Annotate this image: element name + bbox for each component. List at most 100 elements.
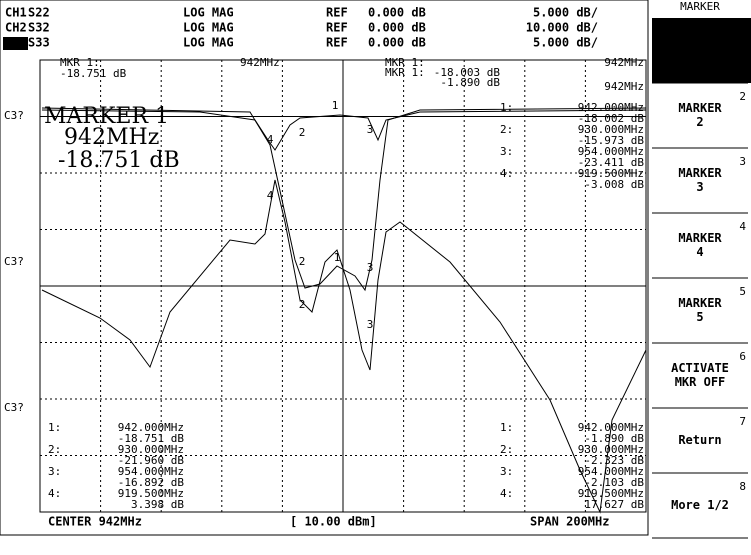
marker-freq: 942MHz — [604, 56, 644, 69]
marker-freq: 930.000MHz — [578, 443, 644, 456]
active-marker-freq: 942MHz — [64, 125, 159, 150]
active-channel-highlight — [3, 37, 28, 50]
marker-flag: 3 — [367, 261, 374, 274]
softkey-label[interactable]: 4 — [696, 245, 703, 259]
header-param: S32 — [28, 21, 50, 35]
marker-freq: 942.000MHz — [118, 421, 184, 434]
header-param: S22 — [28, 6, 50, 20]
softkey-label[interactable]: MARKER — [678, 231, 722, 245]
marker-level: -16.892 dB — [118, 476, 185, 489]
marker-num: 1: — [500, 421, 513, 434]
active-marker-name: MARKER 1 — [44, 104, 169, 129]
marker-num: 4: — [500, 487, 513, 500]
source-power: [ 10.00 dBm] — [290, 515, 377, 529]
marker-freq: 942MHz — [604, 80, 644, 93]
marker-num: 3: — [48, 465, 61, 478]
header-format: LOG MAG — [183, 21, 234, 35]
header-ref_label: REF — [326, 6, 348, 20]
trace — [41, 179, 647, 514]
header-ch: CH2 — [5, 21, 27, 35]
marker-freq: 954.000MHz — [578, 145, 644, 158]
softkey-label[interactable]: MARKER — [678, 101, 722, 115]
softkey-label[interactable]: 5 — [696, 310, 703, 324]
marker-num: 4: — [48, 487, 61, 500]
softkey-label[interactable]: Return — [678, 433, 721, 447]
marker-num: 1: — [48, 421, 61, 434]
softkey-label[interactable]: MARKER — [678, 166, 722, 180]
marker-freq: 930.000MHz — [118, 443, 184, 456]
marker-level: 3.398 dB — [131, 498, 184, 511]
active-marker-level: -18.751 dB — [58, 148, 180, 173]
marker-flag: 4 — [267, 189, 274, 202]
softkey-number: 3 — [739, 155, 746, 168]
marker-level: 17.627 dB — [584, 498, 644, 511]
span: SPAN 200MHz — [530, 515, 609, 529]
marker-num: 1: — [500, 101, 513, 114]
marker-num: 2: — [48, 443, 61, 456]
marker-label: MKR 1: — [385, 56, 425, 69]
softkey-number: 7 — [739, 415, 746, 428]
softkey-label[interactable]: MKR OFF — [675, 375, 726, 389]
softkey-label[interactable]: 3 — [696, 180, 703, 194]
marker-level: -2.103 dB — [584, 476, 644, 489]
marker-flag: 2 — [299, 126, 306, 139]
softkey-number: 4 — [739, 220, 746, 233]
marker-level: -1.890 dB — [584, 432, 644, 445]
marker-level: -18.002 dB — [578, 112, 645, 125]
marker-freq: 930.000MHz — [578, 123, 644, 136]
softkey-title: MARKER — [680, 0, 720, 13]
header-scale: 10.000 dB/ — [526, 21, 598, 35]
marker-flag: 1 — [334, 251, 341, 264]
softkey-highlight — [652, 18, 751, 83]
header-ch: CH1 — [5, 6, 27, 20]
marker-freq: 919.500MHz — [118, 487, 184, 500]
header-ch: CH4 — [5, 36, 27, 50]
header-scale: 5.000 dB/ — [533, 6, 598, 20]
marker-flag: 1 — [332, 99, 339, 112]
softkey-label[interactable]: ACTIVATE — [671, 361, 729, 375]
marker-flag: 3 — [367, 318, 374, 331]
softkey-number: 8 — [739, 480, 746, 493]
marker-freq: 942MHz — [240, 56, 280, 69]
marker-flag: 3 — [367, 123, 374, 136]
softkey-label[interactable]: More 1/2 — [671, 498, 729, 512]
marker-freq: 919.500MHz — [578, 487, 644, 500]
marker-level: -18.751 dB — [60, 67, 127, 80]
header-param: S33 — [28, 36, 50, 50]
marker-num: 3: — [500, 465, 513, 478]
header-ref_label: REF — [326, 36, 348, 50]
softkey-label[interactable]: MARKER — [678, 36, 722, 50]
softkey-number: 1 — [739, 25, 746, 38]
marker-num: 2: — [500, 443, 513, 456]
marker-num: 4: — [500, 167, 513, 180]
header-ref: 0.000 dB — [368, 36, 426, 50]
marker-level: -3.008 dB — [584, 178, 644, 191]
header-ref: 0.000 dB — [368, 21, 426, 35]
marker-num: 2: — [500, 123, 513, 136]
softkey-number: 2 — [739, 90, 746, 103]
trace — [41, 107, 647, 292]
marker-num: 3: — [500, 145, 513, 158]
header-format: LOG MAG — [183, 6, 234, 20]
softkey-number: 5 — [739, 285, 746, 298]
marker-freq: 942.000MHz — [578, 421, 644, 434]
marker-freq: 954.000MHz — [578, 465, 644, 478]
channel-label: C3? — [4, 109, 24, 122]
softkey-label[interactable]: MARKER — [678, 296, 722, 310]
marker-level: -18.003 dB — [434, 66, 501, 79]
marker-level: -2.323 dB — [584, 454, 644, 467]
marker-level: -15.973 dB — [578, 134, 645, 147]
header-scale: 5.000 dB/ — [533, 36, 598, 50]
marker-flag: 2 — [299, 255, 306, 268]
marker-freq: 919.500MHz — [578, 167, 644, 180]
softkey-label[interactable]: 2 — [696, 115, 703, 129]
marker-level: -23.411 dB — [578, 156, 645, 169]
marker-flag: 4 — [267, 133, 274, 146]
softkey-number: 6 — [739, 350, 746, 363]
marker-freq: 954.000MHz — [118, 465, 184, 478]
softkey-label[interactable]: 1 — [696, 50, 703, 64]
header-ref: 0.000 dB — [368, 6, 426, 20]
screen-frame — [0, 0, 649, 536]
header-ref_label: REF — [326, 21, 348, 35]
